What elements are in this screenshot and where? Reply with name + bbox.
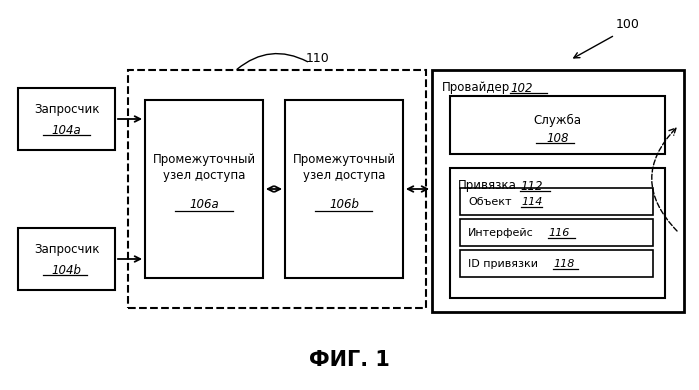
Bar — [128, 70, 426, 308]
Text: Объект: Объект — [468, 197, 512, 207]
Bar — [285, 100, 403, 278]
Text: Служба: Служба — [533, 113, 582, 126]
Text: 106а: 106а — [189, 199, 219, 211]
Text: 112: 112 — [520, 179, 542, 193]
Bar — [18, 88, 115, 150]
Text: 118: 118 — [553, 259, 575, 269]
Bar — [450, 96, 665, 154]
Text: 110: 110 — [306, 51, 330, 64]
Text: Промежуточный: Промежуточный — [292, 154, 396, 167]
Text: Запросчик: Запросчик — [34, 243, 99, 257]
Text: 104а: 104а — [52, 124, 81, 136]
Text: Привязка: Привязка — [458, 179, 517, 193]
Text: 106b: 106b — [329, 199, 359, 211]
Text: Провайдер: Провайдер — [442, 82, 510, 94]
Bar — [18, 228, 115, 290]
Text: 116: 116 — [548, 228, 570, 238]
Bar — [432, 70, 684, 312]
Text: 104b: 104b — [52, 264, 82, 277]
Text: 100: 100 — [616, 18, 640, 32]
Text: Запросчик: Запросчик — [34, 103, 99, 117]
Text: 114: 114 — [521, 197, 542, 207]
Bar — [450, 168, 665, 298]
Bar — [460, 250, 653, 277]
Text: узел доступа: узел доступа — [163, 170, 245, 183]
Text: узел доступа: узел доступа — [303, 170, 385, 183]
Text: 108: 108 — [546, 131, 569, 145]
Text: Интерфейс: Интерфейс — [468, 228, 534, 238]
Text: Промежуточный: Промежуточный — [152, 154, 256, 167]
Text: ID привязки: ID привязки — [468, 259, 538, 269]
Bar — [145, 100, 263, 278]
Bar — [460, 188, 653, 215]
Text: 102: 102 — [510, 82, 533, 94]
FancyArrowPatch shape — [651, 128, 677, 231]
Bar — [460, 219, 653, 246]
Text: ФИГ. 1: ФИГ. 1 — [308, 350, 389, 370]
